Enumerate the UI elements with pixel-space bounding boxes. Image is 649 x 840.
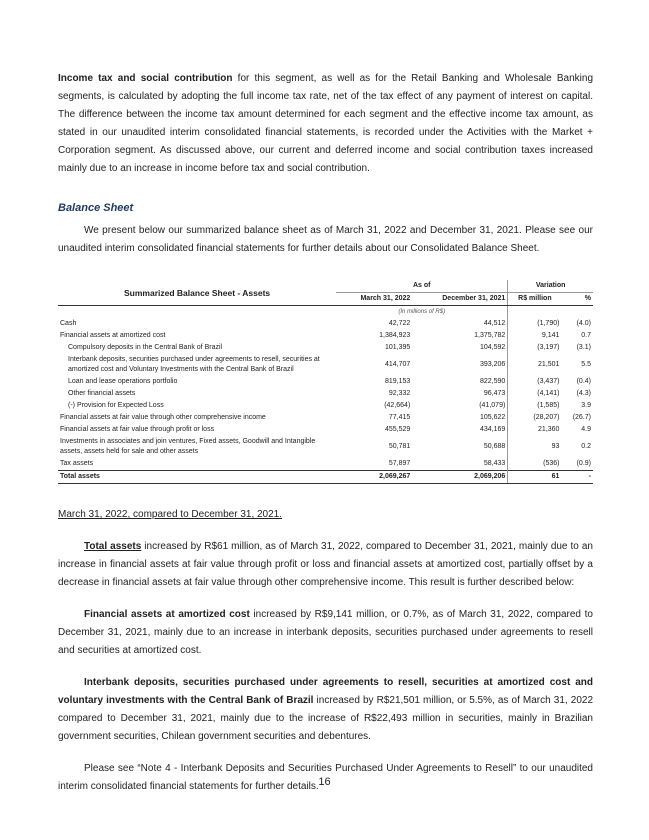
- row-label: Investments in associates and join ventu…: [60, 438, 316, 455]
- total-row: Total assets 2,069,267 2,069,206 61-: [58, 470, 593, 484]
- table-row: Financial assets at fair value through p…: [58, 424, 593, 436]
- table-row: Interbank deposits, securities purchased…: [58, 354, 593, 376]
- cell-value: (0.9): [576, 460, 591, 467]
- table-row: Compulsory deposits in the Central Bank …: [58, 342, 593, 354]
- col-header: December 31, 2021: [412, 292, 508, 306]
- cell-value: 50,688: [483, 443, 506, 450]
- cell-value: -: [561, 470, 593, 484]
- cell-value: 92,332: [388, 390, 411, 397]
- table-row: Financial assets at amortized cost 1,384,…: [58, 330, 593, 342]
- cell-value: 105,622: [479, 414, 506, 421]
- comparison-heading: March 31, 2022, compared to December 31,…: [58, 509, 283, 520]
- cell-value: 393,206: [479, 361, 506, 368]
- cell-value: 93: [507, 436, 562, 458]
- total-assets-paragraph: Total assets increased by R$61 million, …: [58, 541, 593, 588]
- cell-value: 2,069,267: [336, 470, 413, 484]
- cell-value: (41,079): [479, 402, 506, 409]
- row-label: Tax assets: [60, 460, 94, 467]
- cell-value: 21,360: [507, 424, 562, 436]
- cell-value: 42,722: [388, 320, 411, 327]
- cell-value: (1,790): [507, 318, 562, 330]
- row-label: (-) Provision for Expected Loss: [68, 402, 164, 409]
- row-label: Loan and lease operations portfolio: [68, 378, 178, 385]
- row-label: Financial assets at fair value through p…: [60, 426, 215, 433]
- cell-value: (42,664): [384, 402, 411, 409]
- table-row: Loan and lease operations portfolio 819,1…: [58, 376, 593, 388]
- cell-value: 822,590: [479, 378, 506, 385]
- as-of-header: As of: [336, 280, 508, 293]
- cell-value: (28,207): [507, 412, 562, 424]
- cell-value: 455,529: [384, 426, 411, 433]
- cell-value: 58,433: [483, 460, 506, 467]
- unit-note: (In millions of R$): [398, 309, 446, 315]
- row-label: Other financial assets: [68, 390, 136, 397]
- cell-value: 3.9: [581, 402, 591, 409]
- row-label: Financial assets at amortized cost: [60, 332, 166, 339]
- table-row: Financial assets at fair value through o…: [58, 412, 593, 424]
- cell-value: 57,897: [388, 460, 411, 467]
- cell-value: (536): [507, 458, 562, 471]
- cell-value: 77,415: [388, 414, 411, 421]
- cell-value: 104,592: [479, 344, 506, 351]
- row-label: Cash: [60, 320, 77, 327]
- cell-value: 101,395: [384, 344, 411, 351]
- cell-value: 5.5: [581, 361, 591, 368]
- row-label: Financial assets at fair value through o…: [60, 414, 266, 421]
- row-label: Interbank deposits, securities purchased…: [68, 356, 320, 373]
- cell-value: (4,141): [507, 388, 562, 400]
- cell-value: 4.9: [581, 426, 591, 433]
- income-tax-paragraph: Income tax and social contribution for t…: [58, 73, 594, 174]
- balance-sheet-table: Summarized Balance Sheet - Assets As of …: [58, 280, 593, 484]
- col-header: %: [561, 292, 593, 306]
- table-row: Other financial assets 92,332 96,473 (4,141…: [58, 388, 593, 400]
- cell-value: (4.3): [576, 390, 591, 397]
- col-header: March 31, 2022: [336, 292, 413, 306]
- cell-value: (3.1): [576, 344, 591, 351]
- page-number: 16: [318, 776, 331, 788]
- variation-header: Variation: [507, 280, 593, 293]
- cell-value: (1,585): [507, 400, 562, 412]
- cell-value: (3,197): [507, 342, 562, 354]
- table-title: Summarized Balance Sheet - Assets: [58, 280, 337, 306]
- cell-value: 0.7: [581, 332, 591, 339]
- cell-value: 0.2: [581, 443, 591, 450]
- cell-value: 414,707: [384, 361, 411, 368]
- col-header: R$ million: [507, 292, 562, 306]
- table-row: Tax assets 57,897 58,433 (536) (0.9): [58, 458, 593, 471]
- document-page: Income tax and social contribution for t…: [58, 70, 593, 796]
- note-reference-paragraph: Please see “Note 4 - Interbank Deposits …: [58, 763, 593, 792]
- row-label: Total assets: [58, 470, 337, 484]
- cell-value: 2,069,206: [412, 470, 508, 484]
- cell-value: 819,153: [384, 378, 411, 385]
- cell-value: (3,437): [507, 376, 562, 388]
- interbank-paragraph: Interbank deposits, securities purchased…: [58, 677, 593, 742]
- table-row: (-) Provision for Expected Loss (42,664) (…: [58, 400, 593, 412]
- cell-value: 96,473: [483, 390, 506, 397]
- cell-value: 44,512: [483, 320, 506, 327]
- cell-value: (26.7): [572, 414, 591, 421]
- row-label: Compulsory deposits in the Central Bank …: [68, 344, 223, 351]
- cell-value: 434,169: [479, 426, 506, 433]
- cell-value: 50,781: [388, 443, 411, 450]
- table-row: Investments in associates and join ventu…: [58, 436, 593, 458]
- cell-value: 1,375,782: [474, 332, 506, 339]
- balance-intro-paragraph: We present below our summarized balance …: [58, 225, 593, 254]
- cell-value: 61: [507, 470, 562, 484]
- amortized-cost-paragraph: Financial assets at amortized cost incre…: [58, 609, 593, 656]
- cell-value: (4.0): [576, 320, 591, 327]
- cell-value: (0.4): [576, 378, 591, 385]
- cell-value: 9,141: [507, 330, 562, 342]
- cell-value: 1,384,923: [379, 332, 411, 339]
- table-row: Cash 42,722 44,512 (1,790) (4.0): [58, 318, 593, 330]
- cell-value: 21,501: [507, 354, 562, 376]
- section-heading: Balance Sheet: [58, 202, 134, 214]
